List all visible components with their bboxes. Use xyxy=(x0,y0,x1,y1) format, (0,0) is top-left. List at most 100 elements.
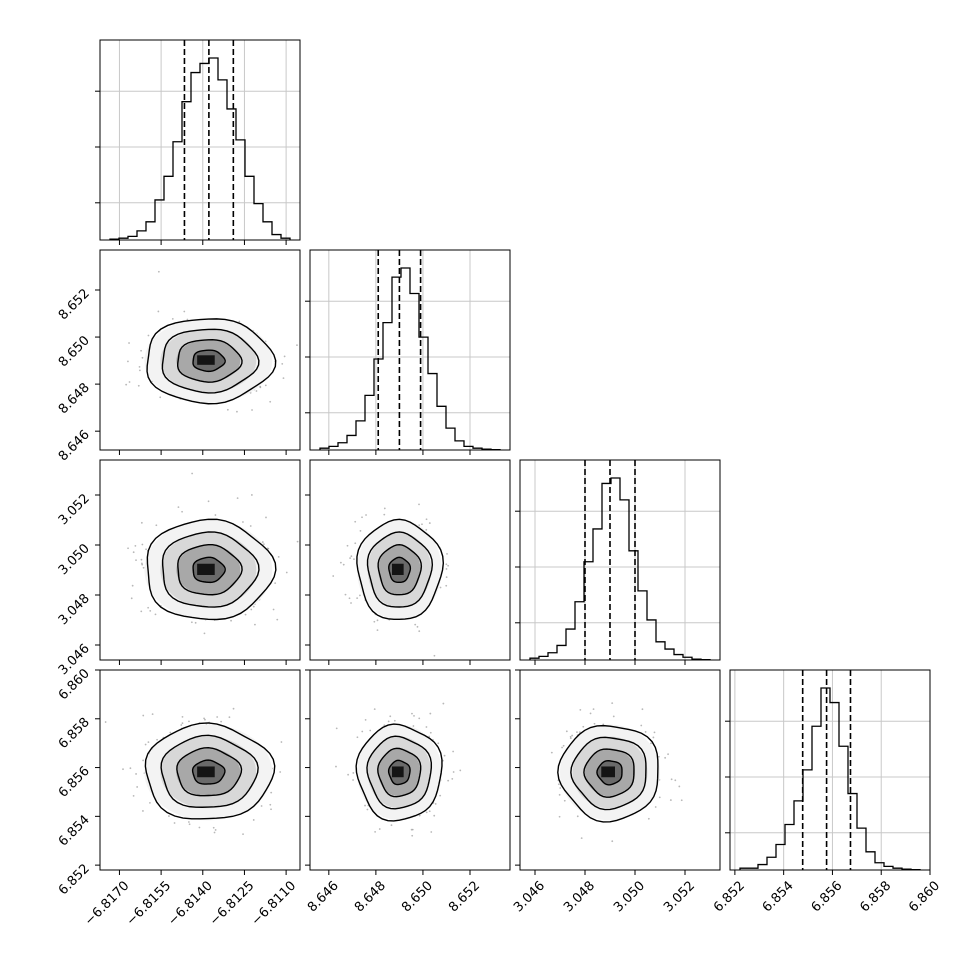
scatter-point xyxy=(565,730,568,733)
scatter-point xyxy=(425,811,428,814)
scatter-point xyxy=(641,708,644,711)
scatter-point xyxy=(270,791,273,794)
scatter-point xyxy=(350,602,352,604)
scatter-point xyxy=(383,507,386,510)
x-tick-label: −6.8155 xyxy=(124,878,174,928)
scatter-panel-r3-c2 xyxy=(515,669,721,875)
y-tick-label: 6.852 xyxy=(56,861,93,898)
scatter-point xyxy=(181,722,184,725)
hist-0-step xyxy=(109,57,291,240)
scatter-point xyxy=(647,817,650,820)
scatter-point xyxy=(390,824,393,827)
contour-3 xyxy=(144,722,276,820)
scatter-point xyxy=(138,369,141,372)
scatter-point xyxy=(159,396,162,399)
panel-2-0-content xyxy=(127,472,299,635)
scatter-point xyxy=(145,548,147,551)
scatter-point xyxy=(220,720,223,723)
x-tick-label: −6.8110 xyxy=(249,878,299,928)
scatter-point xyxy=(678,785,681,788)
scatter-point xyxy=(156,738,158,741)
density-core xyxy=(392,563,404,575)
y-tick-label: 8.648 xyxy=(56,380,93,417)
hist-2-frame xyxy=(519,459,721,661)
scatter-point xyxy=(447,564,450,567)
scatter-point xyxy=(147,741,150,744)
scatter-point xyxy=(249,525,252,527)
y-tick-label: 3.050 xyxy=(56,541,93,578)
scatter-point xyxy=(147,606,150,609)
scatter-point xyxy=(356,597,359,600)
scatter-point xyxy=(141,543,144,546)
scatter-point xyxy=(563,799,566,802)
scatter-point xyxy=(254,623,256,626)
scatter-panel-r2-c1 xyxy=(305,459,511,665)
scatter-point xyxy=(383,724,386,727)
scatter-point xyxy=(238,320,241,323)
hist-1-frame xyxy=(309,249,511,451)
scatter-point xyxy=(445,563,448,566)
scatter-point xyxy=(131,584,134,587)
scatter-point xyxy=(132,551,135,554)
hist-panel-1 xyxy=(305,249,511,455)
scatter-point xyxy=(267,547,270,550)
panel-3-0-frame xyxy=(99,669,301,871)
scatter-point xyxy=(132,794,135,797)
density-core xyxy=(197,563,215,575)
scatter-panel-r3-c0 xyxy=(95,669,301,875)
scatter-point xyxy=(138,365,141,368)
scatter-point xyxy=(228,716,231,719)
scatter-point xyxy=(447,779,450,782)
scatter-point xyxy=(354,542,357,545)
scatter-point xyxy=(428,810,431,813)
scatter-point xyxy=(122,768,124,771)
hist-panel-0 xyxy=(95,39,301,245)
contour-3 xyxy=(356,518,445,621)
scatter-point xyxy=(125,383,128,386)
panel-3-0-content xyxy=(104,707,283,836)
scatter-point xyxy=(593,722,596,725)
scatter-point xyxy=(356,736,359,739)
panel-2-0-frame xyxy=(99,459,301,661)
scatter-point xyxy=(352,772,355,774)
contour-0 xyxy=(192,556,226,584)
contour-1 xyxy=(583,748,635,798)
scatter-point xyxy=(361,516,363,519)
scatter-point xyxy=(428,735,431,738)
scatter-point xyxy=(657,755,660,758)
x-tick-label: 8.652 xyxy=(446,878,483,915)
scatter-point xyxy=(393,719,396,722)
scatter-point xyxy=(214,829,217,831)
scatter-point xyxy=(346,544,349,547)
scatter-point xyxy=(451,777,454,780)
hist-panel-2 xyxy=(515,459,721,665)
scatter-point xyxy=(142,566,145,569)
scatter-point xyxy=(445,576,448,579)
panels-layer xyxy=(95,39,931,875)
scatter-point xyxy=(169,731,172,734)
hist-0-frame xyxy=(99,39,301,241)
scatter-point xyxy=(264,384,267,387)
scatter-point xyxy=(439,794,442,797)
scatter-point xyxy=(425,518,428,521)
scatter-point xyxy=(140,558,143,561)
contour-3 xyxy=(355,723,443,822)
y-tick-label: 8.652 xyxy=(56,286,93,323)
scatter-point xyxy=(558,815,561,818)
x-tick-label: −6.8170 xyxy=(82,878,132,928)
scatter-point xyxy=(280,741,283,743)
scatter-point xyxy=(353,558,355,561)
scatter-point xyxy=(213,831,216,834)
scatter-point xyxy=(445,584,448,587)
scatter-point xyxy=(446,552,448,555)
scatter-point xyxy=(611,840,614,843)
x-tick-label: 6.858 xyxy=(857,878,894,915)
scatter-point xyxy=(191,472,194,475)
scatter-point xyxy=(157,270,160,273)
scatter-point xyxy=(602,723,605,726)
scatter-point xyxy=(296,540,299,543)
contour-0 xyxy=(388,556,412,584)
y-tick-label: 8.646 xyxy=(56,427,93,464)
density-core xyxy=(392,766,404,778)
